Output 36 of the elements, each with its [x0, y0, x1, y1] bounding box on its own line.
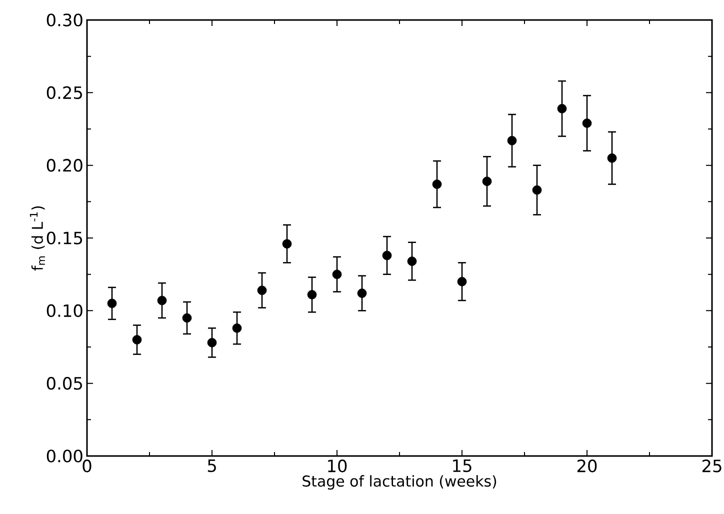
point: [532, 185, 542, 195]
x-axis-title: Stage of lactation (weeks): [302, 475, 496, 490]
point: [457, 276, 467, 286]
x-tick-label: 20: [577, 460, 597, 472]
point: [207, 338, 217, 348]
point: [432, 180, 442, 189]
point: [507, 136, 517, 146]
y-tick-label: 0.20: [46, 158, 82, 172]
point: [582, 118, 592, 128]
point: [232, 323, 242, 333]
point: [357, 288, 367, 298]
x-tick-label: 10: [328, 460, 347, 472]
point: [557, 104, 567, 114]
y-tick-label: 0.05: [46, 376, 82, 390]
point: [257, 286, 267, 295]
point: [332, 270, 342, 280]
point: [182, 313, 192, 323]
x-tick-label: 5: [208, 460, 216, 472]
point: [107, 298, 117, 308]
x-tick-label: 0: [82, 460, 92, 472]
y-tick-label: 0.15: [46, 232, 82, 244]
x-tick-label: 25: [702, 460, 722, 472]
point: [382, 250, 392, 260]
y-tick-label: 0.10: [46, 304, 82, 318]
point: [282, 239, 292, 248]
y-tick-label: 0.00: [46, 450, 82, 462]
x-tick-label: 15: [453, 460, 472, 472]
point: [482, 176, 492, 186]
point: [407, 256, 417, 266]
y-axis-title: f$_{m}$ (d L$^{-1}$): [30, 206, 45, 271]
point: [132, 335, 142, 344]
y-tick-label: 0.30: [46, 14, 82, 26]
y-tick-label: 0.25: [46, 86, 82, 100]
point: [157, 296, 167, 306]
point: [607, 153, 617, 163]
point: [307, 290, 317, 300]
